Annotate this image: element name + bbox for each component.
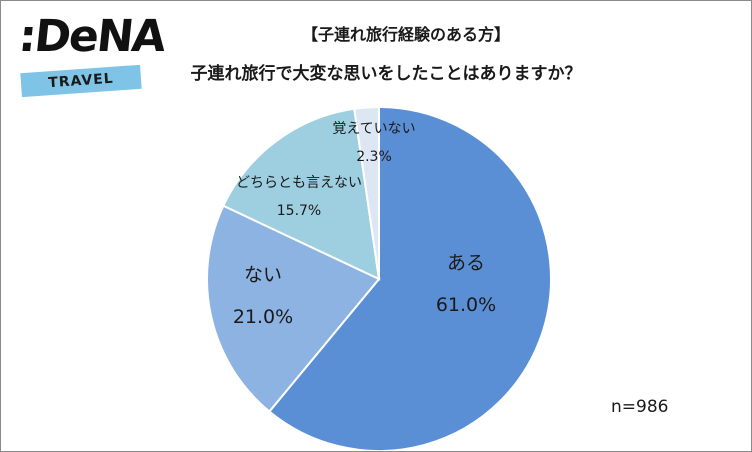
pie-slice-2 [206, 204, 381, 413]
slice-label-2: ない [244, 264, 282, 286]
sample-size-note: n=986 [611, 397, 669, 417]
slice-label-1: ある [447, 252, 485, 274]
slice-label-4: 覚えていない [332, 121, 415, 137]
slice-value-4: 2.3% [356, 149, 392, 165]
slice-label-3: どちらとも言えない [236, 175, 362, 191]
pie-slice-4 [353, 105, 380, 280]
chart-subtitle: 子連れ旅行で大変な思いをしたことはありますか？ [190, 64, 582, 84]
slice-value-3: 15.7% [277, 203, 321, 219]
chart-title: 【子連れ旅行経験のある方】 [301, 25, 510, 44]
slice-value-1: 61.0% [436, 294, 496, 316]
slice-value-2: 21.0% [233, 306, 293, 328]
pie-slice-1 [267, 105, 552, 451]
pie-slice-3 [222, 107, 381, 281]
